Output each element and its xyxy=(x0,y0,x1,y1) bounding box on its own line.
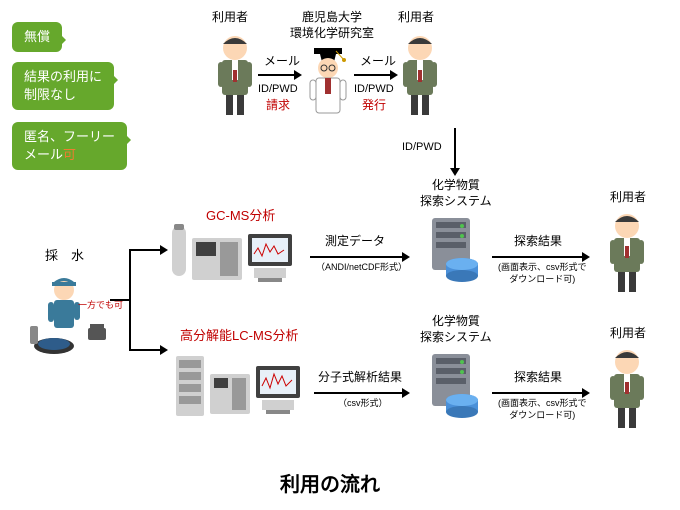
person-user-r1 xyxy=(602,208,652,296)
arrow-mail-issue xyxy=(354,68,398,82)
label-result-1: 探索結果 xyxy=(514,234,562,250)
label-user-tr: 利用者 xyxy=(398,10,434,26)
label-formulaformat: （csv形式） xyxy=(338,398,388,410)
label-mail-r: メール xyxy=(360,54,396,70)
label-measdata: 測定データ xyxy=(325,234,385,250)
label-measformat: （ANDI/netCDF形式） xyxy=(316,262,407,274)
label-formula: 分子式解析結果 xyxy=(318,370,402,386)
gcms-instrument-icon xyxy=(168,222,308,288)
person-user-r2 xyxy=(602,344,652,432)
label-resultnote-1: (画面表示、csv形式で ダウンロード可) xyxy=(498,262,587,285)
label-system-2: 化学物質 探索システム xyxy=(420,314,492,345)
label-lab: 鹿児島大学 環境化学研究室 xyxy=(290,10,374,41)
server-icon-1 xyxy=(418,214,488,284)
label-resultnote-2: (画面表示、csv形式で ダウンロード可) xyxy=(498,398,587,421)
person-prof xyxy=(300,42,356,127)
bubble-norestrict: 結果の利用に 制限なし xyxy=(12,62,114,110)
label-user-r1: 利用者 xyxy=(610,190,646,206)
label-user-r2: 利用者 xyxy=(610,326,646,342)
arrow-mail-req xyxy=(258,68,302,82)
label-request: 請求 xyxy=(266,98,290,114)
sampling-icon xyxy=(20,268,110,358)
bubble-anon: 匿名、フーリー メール可 xyxy=(12,122,127,170)
arrow-idpwd-down xyxy=(448,128,462,176)
label-issue: 発行 xyxy=(362,98,386,114)
page-title: 利用の流れ xyxy=(280,468,380,497)
label-result-2: 探索結果 xyxy=(514,370,562,386)
label-lcms: 高分解能LC-MS分析 xyxy=(180,328,298,345)
label-idpwd-down: ID/PWD xyxy=(402,140,442,154)
lcms-instrument-icon xyxy=(172,346,312,426)
label-mail-l: メール xyxy=(264,54,300,70)
person-user-tr xyxy=(395,30,445,120)
person-user-tl xyxy=(210,30,260,120)
bubble-free: 無償 xyxy=(12,22,62,52)
label-sampling: 採 水 xyxy=(45,248,84,265)
label-user-tl: 利用者 xyxy=(212,10,248,26)
label-idpwd-l: ID/PWD xyxy=(258,82,298,96)
branch-line xyxy=(110,240,170,360)
label-system-1: 化学物質 探索システム xyxy=(420,178,492,209)
label-idpwd-r: ID/PWD xyxy=(354,82,394,96)
server-icon-2 xyxy=(418,350,488,420)
